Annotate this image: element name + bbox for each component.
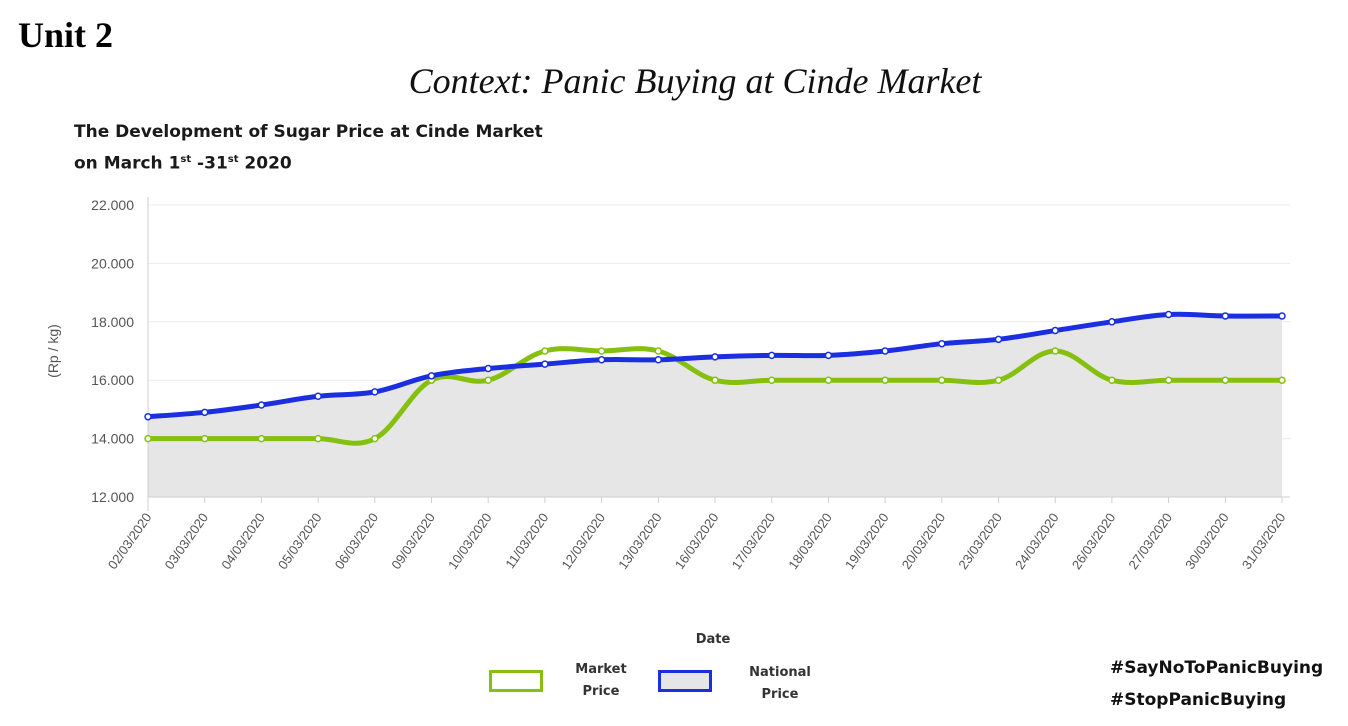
market-price-point [767,376,776,384]
chart-title: The Development of Sugar Price at Cinde … [74,118,543,178]
national-price-point [1164,310,1173,319]
market-price-point [597,347,606,355]
national-price-point [541,360,549,368]
national-price-point [881,347,889,355]
national-price-point [314,392,322,401]
chart-title-line1: The Development of Sugar Price at Cinde … [74,122,543,142]
x-tick-label: 27/03/2020 [1125,510,1175,572]
y-tick-label: 12.000 [91,489,134,505]
national-price-point [1051,326,1059,335]
y-tick-label: 14.000 [91,431,134,447]
market-price-point [1108,376,1116,384]
national-price-point [1108,318,1116,326]
context-heading: Context: Panic Buying at Cinde Market [408,61,982,101]
x-tick-label: 19/03/2020 [842,510,892,572]
x-tick-label: 26/03/2020 [1069,510,1119,572]
x-tick-label: 24/03/2020 [1012,510,1062,572]
x-tick-label: 02/03/2020 [105,510,155,572]
legend-market-swatch [489,670,543,692]
national-price-point [144,412,152,421]
y-tick-label: 16.000 [91,372,134,388]
market-price-point [257,434,266,443]
y-axis-title: (Rp / kg) [45,324,61,378]
x-tick-label: 06/03/2020 [332,510,382,572]
x-tick-label: 12/03/2020 [558,510,608,572]
market-price-point [1051,347,1059,355]
market-price-point [1221,376,1230,384]
market-price-point [371,434,379,443]
market-price-point [994,376,1003,384]
legend-market-label: Market Price [575,662,627,699]
national-price-point [767,351,776,360]
market-price-point [824,376,833,384]
y-tick-label: 22.000 [91,197,134,213]
market-price-point [711,376,719,384]
y-tick-label: 20.000 [91,255,134,271]
national-price-point [711,353,719,361]
national-price-point [257,401,266,409]
national-price-point [994,335,1003,344]
national-price-point [824,351,833,360]
legend-national-label: National Price [749,665,811,702]
x-tick-label: 13/03/2020 [615,510,665,572]
market-price-point [484,376,492,384]
hashtag-1: #SayNoToPanicBuying [1110,658,1324,678]
x-tick-label: 18/03/2020 [785,510,835,572]
market-price-point [938,376,946,384]
national-price-point [427,372,436,380]
chart-title-line2: on March 1st -31st 2020 [74,153,292,174]
x-tick-label: 16/03/2020 [672,510,722,572]
market-price-point [881,376,889,384]
market-price-point [200,434,209,443]
national-price-point [371,388,379,396]
national-price-point [654,356,663,364]
national-price-point [1278,312,1286,320]
x-tick-label: 04/03/2020 [218,510,268,572]
x-tick-label: 03/03/2020 [162,510,212,572]
national-price-point [938,339,946,348]
hashtag-2: #StopPanicBuying [1110,690,1287,710]
national-price-point [200,408,209,417]
legend-national-swatch [658,670,712,692]
national-price-point [597,356,606,364]
hashtags: #SayNoToPanicBuying #StopPanicBuying [1110,652,1323,716]
x-tick-label: 20/03/2020 [899,510,949,572]
x-axis-title: Date [696,632,731,647]
x-tick-label: 05/03/2020 [275,510,325,572]
x-tick-label: 17/03/2020 [729,510,779,572]
unit-heading: Unit 2 [18,15,114,55]
x-tick-label: 23/03/2020 [955,510,1005,572]
market-price-point [1164,376,1173,384]
national-price-area [148,314,1282,497]
x-tick-label: 31/03/2020 [1239,510,1289,572]
x-tick-label: 11/03/2020 [502,510,551,571]
national-price-point [484,364,492,373]
x-tick-label: 09/03/2020 [388,510,438,572]
market-price-point [314,434,322,443]
x-tick-label: 30/03/2020 [1182,510,1232,572]
market-price-point [1278,376,1286,384]
x-tick-label: 10/03/2020 [445,510,495,572]
market-price-point [144,434,152,443]
market-price-point [654,347,663,355]
national-price-point [1221,312,1230,320]
y-tick-label: 18.000 [91,314,134,330]
market-price-point [541,347,549,355]
